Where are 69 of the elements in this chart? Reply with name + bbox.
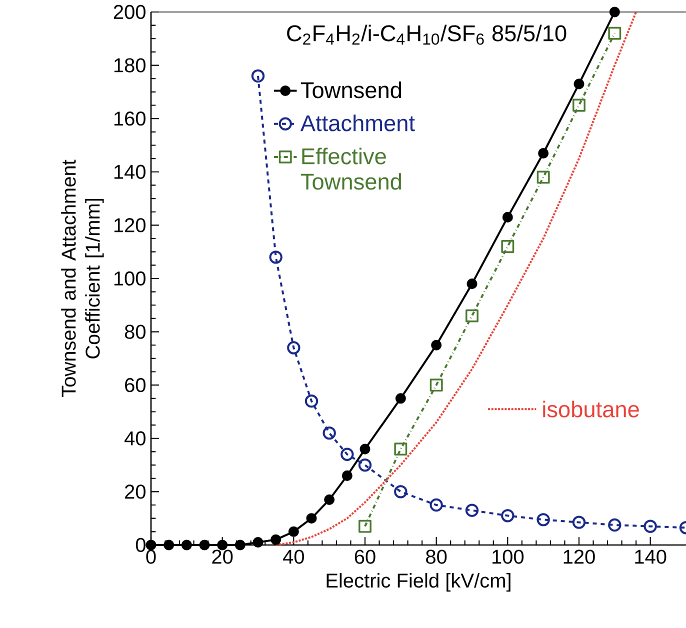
point <box>536 513 550 526</box>
point <box>572 516 586 529</box>
point <box>234 540 246 550</box>
y-axis-title: Townsend and Attachment Coefficient [1/mm] <box>61 160 104 398</box>
point <box>574 78 584 90</box>
point <box>358 458 372 472</box>
y-tick-label: 100 <box>114 271 146 286</box>
point <box>340 448 354 461</box>
y-tick-label: 200 <box>114 4 146 20</box>
x-axis-title: Electric Field [kV/cm] <box>326 573 510 592</box>
y-tick-label: 60 <box>125 378 146 392</box>
point <box>501 240 514 253</box>
point <box>304 394 318 408</box>
x-tick-label: 60 <box>354 550 376 564</box>
point <box>466 278 478 290</box>
point <box>644 520 657 533</box>
point <box>502 212 513 222</box>
point <box>430 498 443 512</box>
point <box>394 442 408 456</box>
point <box>342 470 352 481</box>
point <box>269 250 282 264</box>
point <box>181 540 192 550</box>
point <box>146 540 156 550</box>
y-tick-label: 120 <box>114 218 146 232</box>
legend-label: Effective Townsend <box>300 148 402 190</box>
point <box>538 148 549 158</box>
point <box>466 309 478 322</box>
y-tick-label: 40 <box>124 431 146 446</box>
point <box>395 393 406 404</box>
x-tick-label: 80 <box>426 550 447 564</box>
point <box>199 540 210 550</box>
y-tick-label: 20 <box>125 484 146 499</box>
x-tick-label: 120 <box>564 550 595 564</box>
legend-label: Attachment <box>300 114 415 132</box>
point <box>251 69 265 83</box>
point <box>288 526 299 537</box>
legend-label: isobutane <box>543 400 639 418</box>
point <box>465 504 479 517</box>
x-tick-label: 140 <box>635 550 666 564</box>
y-tick-label: 140 <box>114 164 146 179</box>
point <box>322 426 336 440</box>
point <box>394 485 408 498</box>
legend-label: Townsend <box>300 82 402 98</box>
point <box>252 537 264 548</box>
y-tick-label: 180 <box>114 58 146 72</box>
point <box>431 340 442 350</box>
point <box>608 518 622 532</box>
point <box>360 444 370 454</box>
point <box>164 540 174 550</box>
point <box>270 534 282 545</box>
y-tick-label: 0 <box>136 538 146 552</box>
point <box>609 6 620 18</box>
x-tick-label: 0 <box>146 550 156 564</box>
y-tick-label: 160 <box>114 112 146 126</box>
x-tick-label: 40 <box>283 550 304 564</box>
point <box>287 341 300 354</box>
point <box>324 494 335 505</box>
point <box>536 170 550 184</box>
y-tick-label: 80 <box>124 324 146 339</box>
point <box>306 513 317 524</box>
point <box>217 540 228 550</box>
point <box>358 520 372 533</box>
chart-title: C$_{2}$F$_{4}$H$_{2}$/i-C$_{4}$H$_{10}$/SF$_{6}$ 85/5/10 <box>287 24 566 45</box>
point <box>572 98 586 112</box>
x-tick-label: 20 <box>212 550 233 564</box>
point <box>501 509 514 522</box>
point <box>608 26 622 40</box>
x-tick-label: 100 <box>492 550 524 564</box>
point <box>430 378 443 392</box>
